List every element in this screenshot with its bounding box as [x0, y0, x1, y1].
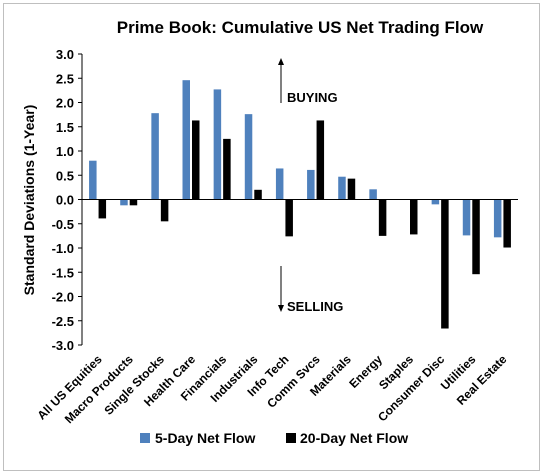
- bar-20day-7: [316, 120, 325, 200]
- y-axis-ticks: 3.0 2.5 2.0 1.5 1.0 0.5 0.0 -0.5 -1.0 -1.5 -2.0 -2.…: [52, 47, 82, 353]
- bar-5day-8: [338, 176, 346, 200]
- y-tick-label: 0.5: [56, 168, 74, 183]
- legend-label-5day: 5-Day Net Flow: [155, 430, 255, 446]
- y-tick-label: 1.0: [56, 144, 74, 159]
- bar-20day-3: [192, 120, 200, 200]
- bar-5day-12: [462, 199, 471, 236]
- buying-arrow-head: [278, 58, 284, 65]
- selling-annotation: SELLING: [287, 299, 343, 314]
- bar-20day-9: [378, 199, 387, 236]
- bar-20day-13: [503, 199, 511, 248]
- bar-5day-9: [369, 189, 377, 200]
- y-tick-label: 1.5: [56, 120, 74, 135]
- y-tick-label: -1.0: [52, 241, 74, 256]
- bar-5day-4: [213, 89, 222, 200]
- bar-20day-6: [285, 199, 293, 237]
- bar-20day-10: [410, 199, 418, 235]
- y-tick-label: 3.0: [56, 47, 74, 62]
- bar-20day-8: [347, 178, 356, 200]
- annotations-group: BUYING SELLING: [278, 58, 343, 314]
- y-tick-label: 2.0: [56, 96, 74, 111]
- y-axis-label: Standard Deviations (1-Year): [21, 105, 37, 296]
- bar-5day-7: [307, 169, 315, 200]
- bar-20day-5: [254, 189, 262, 200]
- y-tick-label: -2.0: [52, 290, 74, 305]
- bar-5day-1: [120, 199, 128, 206]
- buying-annotation: BUYING: [287, 90, 338, 105]
- bar-20day-12: [472, 199, 480, 275]
- bar-20day-0: [98, 199, 107, 219]
- bar-5day-5: [244, 114, 253, 200]
- axes-group: [81, 54, 518, 345]
- y-tick-label: 2.5: [56, 71, 74, 86]
- chart-title: Prime Book: Cumulative US Net Trading Fl…: [117, 18, 484, 37]
- y-tick-label: -0.5: [52, 217, 74, 232]
- bar-5day-11: [431, 199, 440, 205]
- legend-swatch-20day: [286, 433, 296, 443]
- bar-5day-2: [151, 113, 159, 200]
- bar-5day-13: [493, 199, 502, 238]
- selling-arrow-head: [278, 305, 284, 312]
- y-tick-label: -1.5: [52, 265, 74, 280]
- bar-20day-11: [441, 199, 449, 329]
- bar-5day-6: [275, 168, 284, 200]
- legend-swatch-5day: [140, 433, 150, 443]
- bar-20day-1: [129, 199, 138, 206]
- y-tick-label: 0.0: [56, 193, 74, 208]
- legend: 5-Day Net Flow 20-Day Net Flow: [140, 430, 408, 446]
- y-tick-label: -3.0: [52, 338, 74, 353]
- chart-frame: [3, 3, 540, 471]
- y-tick-label: -2.5: [52, 314, 74, 329]
- bar-20day-4: [223, 138, 231, 200]
- bar-5day-0: [89, 160, 97, 200]
- bar-5day-3: [182, 80, 190, 200]
- bar-20day-2: [160, 199, 169, 222]
- legend-label-20day: 20-Day Net Flow: [300, 430, 408, 446]
- bars-group: [89, 80, 511, 329]
